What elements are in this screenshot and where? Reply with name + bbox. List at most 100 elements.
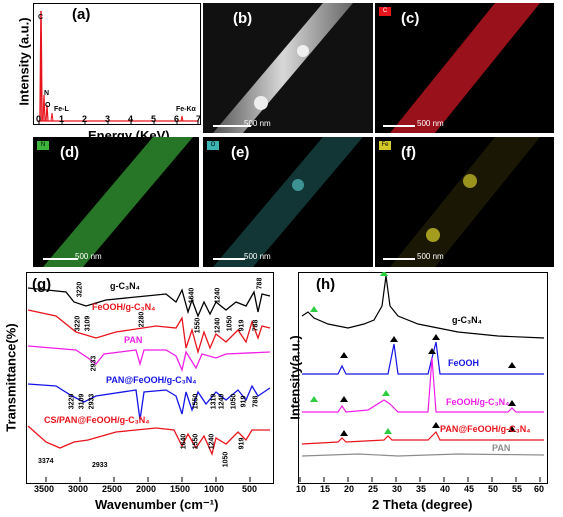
eds-o-peak [45, 104, 49, 122]
ftir-label-pan: PAN [124, 335, 143, 345]
ftir-ann-a4: 788 [256, 277, 264, 290]
ftir-ann-b8: 788 [252, 319, 260, 332]
scale-text-e: 500 nm [244, 252, 271, 261]
xrd-marker-panfe-3 [432, 422, 440, 428]
xrd-gc3n4 [301, 275, 545, 339]
xrd-marker-feooh-4 [508, 362, 516, 368]
ftir-ann-a3: 1240 [214, 287, 222, 304]
ftir-ann-a1: 3220 [76, 281, 84, 298]
eds-fel-peak [50, 112, 54, 122]
ftir-ann-b3: 2280 [138, 311, 146, 328]
o-map-stripe [213, 137, 363, 267]
fe-map [375, 137, 554, 267]
ftir-xticks: 3500 3000 2500 2000 1500 1000 500 [34, 484, 258, 494]
c-map-stripe [390, 3, 540, 133]
scalebar-e [213, 258, 245, 260]
ftir-ann-b4: 1550 [194, 317, 202, 334]
ftir-ann-d5: 1319 [210, 393, 218, 410]
ftir-ann-b6: 1050 [226, 315, 234, 332]
ftir-ann-c1: 2933 [90, 355, 98, 372]
xrd-marker-gc3n4-1 [380, 272, 388, 276]
eds-ylabel: Intensity (a.u.) [16, 17, 32, 106]
scalebar-c [383, 125, 415, 127]
ftir-ann-e2: 2933 [92, 462, 108, 469]
xrd-marker-feoohg-4 [428, 348, 436, 354]
ftir-ann-d2: 3109 [78, 393, 86, 410]
xrd-marker-feooh-1 [340, 352, 348, 358]
ftir-ann-b2: 3109 [84, 315, 92, 332]
ftir-cs [27, 425, 270, 456]
eds-plot-frame [33, 3, 201, 125]
xrd-marker-panfe-2 [384, 428, 392, 434]
ftir-label-feooh: FeOOH/g-C₃N₄ [92, 302, 156, 312]
xrd-label-panfe: PAN@FeOOH/g-C₃N₄ [440, 424, 531, 434]
eds-feka-peak [180, 115, 184, 122]
fiber-grayscale [213, 3, 353, 133]
panel-h-label: (h) [316, 276, 336, 293]
ftir-gc3n4 [27, 287, 271, 318]
ftir-ann-e4: 1550 [192, 433, 200, 450]
c-map-tag: C [379, 7, 391, 16]
xrd-marker-panfe-4 [508, 426, 516, 432]
ftir-ann-e5: 1240 [208, 433, 216, 450]
xrd-marker-feoohg-3 [382, 390, 390, 396]
scale-text-b: 500 nm [244, 119, 271, 128]
xrd-panfe [301, 430, 544, 445]
scale-text-d: 500 nm [75, 252, 102, 261]
eds-c-peak [39, 10, 43, 122]
ftir-ann-d4: 1550 [192, 393, 200, 410]
eds-o-label: O [45, 102, 51, 109]
xrd-marker-panfe-1 [340, 430, 348, 436]
ftir-ann-e6: 1050 [222, 451, 230, 468]
scalebar-f [383, 258, 415, 260]
ftir-ann-e7: 919 [238, 437, 246, 450]
ftir-ann-e3: 1640 [180, 433, 188, 450]
xrd-patterns [299, 272, 545, 482]
o-map-tag: O [207, 141, 219, 150]
xrd-label-feoohg: FeOOH/g-C₃N₄ [446, 397, 510, 407]
ftir-label-cs: CS/PAN@FeOOH/g-C₃N₄ [44, 415, 150, 425]
ftir-label-panfe: PAN@FeOOH/g-C₃N₄ [106, 375, 197, 385]
xrd-marker-gc3n4-2 [310, 306, 318, 312]
ftir-ann-d6: 1240 [218, 393, 226, 410]
fe-map-tag: Fe [379, 141, 391, 150]
panel-e-label: (e) [231, 144, 250, 161]
ftir-plot-frame [26, 272, 274, 484]
xrd-plot-frame [298, 272, 548, 484]
scale-text-c: 500 nm [417, 119, 444, 128]
panel-b-label: (b) [233, 10, 253, 27]
xrd-marker-feoohg-2 [340, 396, 348, 402]
xrd-marker-feoohg-1 [310, 396, 318, 402]
eds-fel-label: Fe-L [54, 106, 69, 113]
eds-n-label: N [44, 90, 50, 97]
xrd-xticks: 10 15 20 25 30 35 40 45 50 55 60 [296, 484, 545, 494]
ftir-spectra [27, 287, 271, 482]
o-map [203, 137, 373, 267]
eds-c-label: C [38, 14, 44, 21]
eds-n-peak [42, 94, 46, 122]
panel-a-label: (a) [72, 6, 91, 23]
ftir-ann-d8: 919 [240, 395, 248, 408]
sem-image [203, 3, 373, 133]
panel-d-label: (d) [60, 144, 80, 161]
ftir-ann-d9: 788 [252, 395, 260, 408]
xrd-feoohg [302, 357, 544, 413]
eds-spectrum [38, 10, 199, 124]
scalebar-d [43, 258, 78, 260]
xrd-pan [301, 453, 545, 457]
ftir-pan [27, 345, 271, 373]
ftir-feooh [27, 309, 271, 355]
ftir-xlabel: Wavenumber (cm⁻¹) [95, 497, 219, 512]
xrd-label-gc3n4: g-C₃N₄ [452, 315, 482, 325]
ftir-ann-d7: 1050 [230, 393, 238, 410]
eds-xticks: 0 1 2 3 4 5 6 7 [36, 114, 202, 124]
eds-feka-label: Fe-Kα [176, 106, 196, 113]
xrd-marker-feoohg-5 [508, 400, 516, 406]
panel-f-label: (f) [401, 144, 416, 161]
n-map-tag: N [37, 141, 49, 150]
ftir-ann-b1: 3220 [74, 315, 82, 332]
ftir-panfe [27, 383, 271, 421]
xrd-marker-feooh-2 [390, 336, 398, 342]
ftir-ann-b5: 1240 [214, 317, 222, 334]
xrd-xlabel: 2 Theta (degree) [372, 497, 473, 512]
